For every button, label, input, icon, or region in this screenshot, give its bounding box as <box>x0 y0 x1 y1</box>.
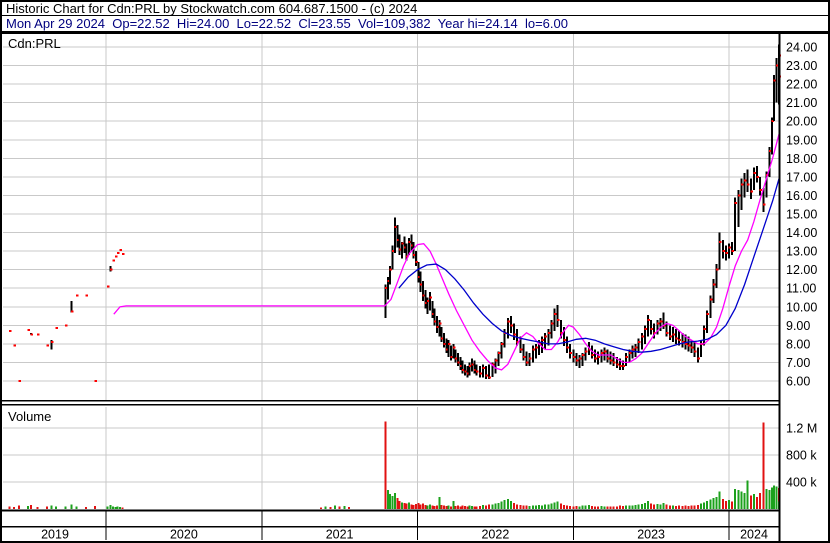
svg-text:8.00: 8.00 <box>786 337 810 351</box>
svg-text:16.00: 16.00 <box>786 189 817 203</box>
chart-title: Historic Chart for Cdn:PRL by Stockwatch… <box>6 1 418 16</box>
svg-text:1.2 M: 1.2 M <box>786 422 817 436</box>
svg-text:9.00: 9.00 <box>786 319 810 333</box>
svg-text:21.00: 21.00 <box>786 96 817 110</box>
svg-text:10.00: 10.00 <box>786 300 817 314</box>
svg-text:6.00: 6.00 <box>786 375 810 389</box>
svg-text:2021: 2021 <box>326 528 354 542</box>
svg-text:11.00: 11.00 <box>786 282 816 296</box>
symbol-label: Cdn:PRL <box>8 36 61 51</box>
svg-text:13.00: 13.00 <box>786 245 817 259</box>
svg-text:400 k: 400 k <box>786 476 817 490</box>
svg-text:22.00: 22.00 <box>786 78 817 92</box>
svg-text:2023: 2023 <box>637 528 665 542</box>
svg-text:2024: 2024 <box>740 528 768 542</box>
svg-text:23.00: 23.00 <box>786 59 817 73</box>
svg-text:2022: 2022 <box>481 528 509 542</box>
svg-text:2019: 2019 <box>41 528 69 542</box>
svg-text:15.00: 15.00 <box>786 208 817 222</box>
svg-text:17.00: 17.00 <box>786 170 817 184</box>
volume-panel-label: Volume <box>8 409 52 424</box>
svg-text:19.00: 19.00 <box>786 133 817 147</box>
svg-text:14.00: 14.00 <box>786 226 817 240</box>
svg-text:24.00: 24.00 <box>786 41 817 55</box>
svg-text:12.00: 12.00 <box>786 263 817 277</box>
svg-text:7.00: 7.00 <box>786 356 810 370</box>
svg-text:800 k: 800 k <box>786 449 817 463</box>
quote-summary-line: Mon Apr 29 2024 Op=22.52 Hi=24.00 Lo=22.… <box>6 16 568 31</box>
svg-text:20.00: 20.00 <box>786 115 817 129</box>
svg-text:2020: 2020 <box>170 528 198 542</box>
header-divider <box>0 15 830 16</box>
svg-text:18.00: 18.00 <box>786 152 817 166</box>
